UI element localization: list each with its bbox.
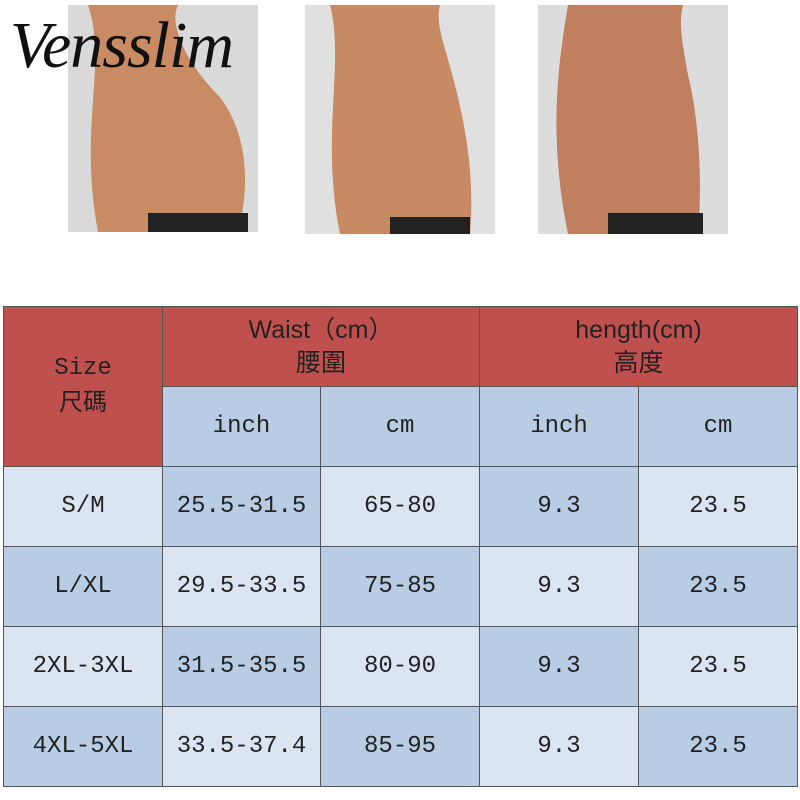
table-cell: 23.5 [637, 546, 799, 627]
table-cell: 4XL-5XL [3, 706, 163, 787]
table-cell: 9.3 [479, 706, 639, 787]
table-cell: 80-90 [320, 626, 480, 707]
table-cell: 2XL-3XL [3, 626, 163, 707]
table-row: S/M 25.5-31.5 65-80 9.3 23.5 [3, 466, 799, 547]
table-cell: 31.5-35.5 [162, 626, 321, 707]
subheader-row: inch cm inch cm [4, 386, 799, 467]
table-cell: 75-85 [320, 546, 480, 627]
brand-logo: Vensslim [10, 9, 234, 82]
table-cell: 29.5-33.5 [162, 546, 321, 627]
size-table: Size 尺碼 Waist（cm） 腰圍 hength(cm) 高度 inch c… [3, 306, 799, 787]
table-cell: cm [637, 386, 799, 467]
table-cell: 23.5 [637, 466, 799, 547]
table-cell: cm [320, 386, 480, 467]
size-header: Size 尺碼 [3, 306, 163, 467]
table-cell: 33.5-37.4 [162, 706, 321, 787]
table-cell: inch [479, 386, 639, 467]
photo-middle [305, 5, 495, 234]
header-text: 尺碼 [59, 391, 107, 418]
table-row: L/XL 29.5-33.5 75-85 9.3 23.5 [3, 546, 799, 627]
length-header: hength(cm) 高度 [478, 306, 799, 387]
waist-header: Waist（cm） 腰圍 [162, 306, 480, 387]
photo-before [68, 5, 258, 232]
table-cell: 23.5 [637, 626, 799, 707]
table-cell: 65-80 [320, 466, 480, 547]
header-text: Waist（cm） [248, 315, 394, 344]
table-cell: L/XL [3, 546, 163, 627]
table-cell: 9.3 [479, 626, 639, 707]
table-cell: 23.5 [637, 706, 799, 787]
table-cell: inch [162, 386, 321, 467]
header-row: Size 尺碼 Waist（cm） 腰圍 hength(cm) 高度 [3, 306, 799, 467]
header-text: hength(cm) [575, 315, 702, 344]
table-cell: 85-95 [320, 706, 480, 787]
table-row: 2XL-3XL 31.5-35.5 80-90 9.3 23.5 [3, 626, 799, 707]
header-text: 腰圍 [295, 348, 346, 377]
table-cell: 9.3 [479, 466, 639, 547]
table-cell: 25.5-31.5 [162, 466, 321, 547]
table-row: 4XL-5XL 33.5-37.4 85-95 9.3 23.5 [3, 706, 799, 787]
table-cell: S/M [3, 466, 163, 547]
header-text: 高度 [613, 348, 664, 377]
photo-after [538, 5, 728, 234]
header-text: Size [54, 355, 112, 382]
table-cell: 9.3 [479, 546, 639, 627]
